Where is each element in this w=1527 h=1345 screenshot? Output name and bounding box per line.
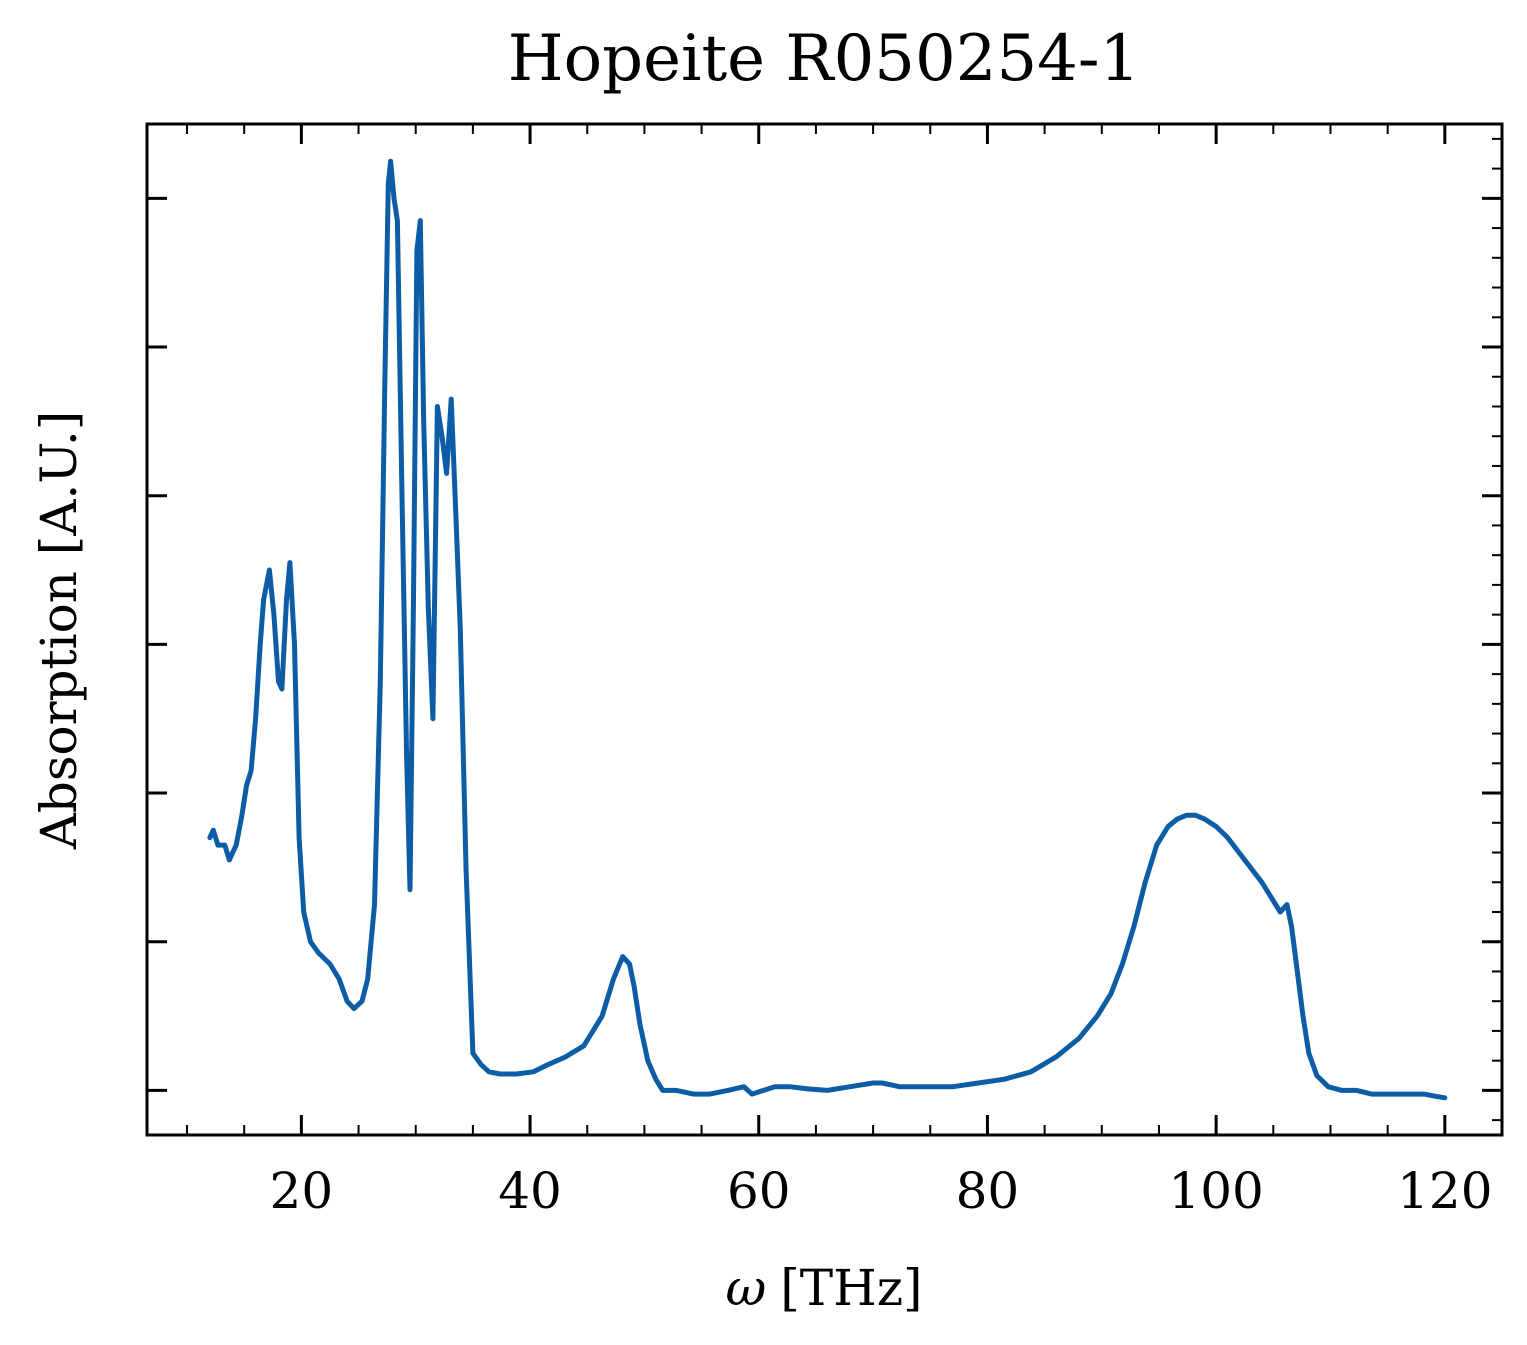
x-tick-label: 100 bbox=[1168, 1162, 1263, 1220]
x-tick-label: 120 bbox=[1397, 1162, 1492, 1220]
x-axis-label: ω [THz] bbox=[725, 1259, 922, 1317]
x-tick-label: 40 bbox=[498, 1162, 562, 1220]
x-tick-label: 20 bbox=[270, 1162, 334, 1220]
plot-frame bbox=[145, 122, 1504, 1137]
x-axis-label-symbol: ω bbox=[725, 1259, 766, 1317]
series-line-absorption bbox=[207, 158, 1448, 1101]
x-tick-label: 60 bbox=[727, 1162, 791, 1220]
chart-title: Hopeite R050254-1 bbox=[508, 22, 1140, 96]
x-tick-labels: 20 40 60 80 100 120 bbox=[270, 1162, 1493, 1220]
ticks-layer bbox=[147, 124, 1503, 1135]
x-axis-label-unit: [THz] bbox=[780, 1259, 922, 1317]
y-axis-label: Absorption [A.U.] bbox=[30, 411, 88, 851]
x-tick-label: 80 bbox=[956, 1162, 1020, 1220]
